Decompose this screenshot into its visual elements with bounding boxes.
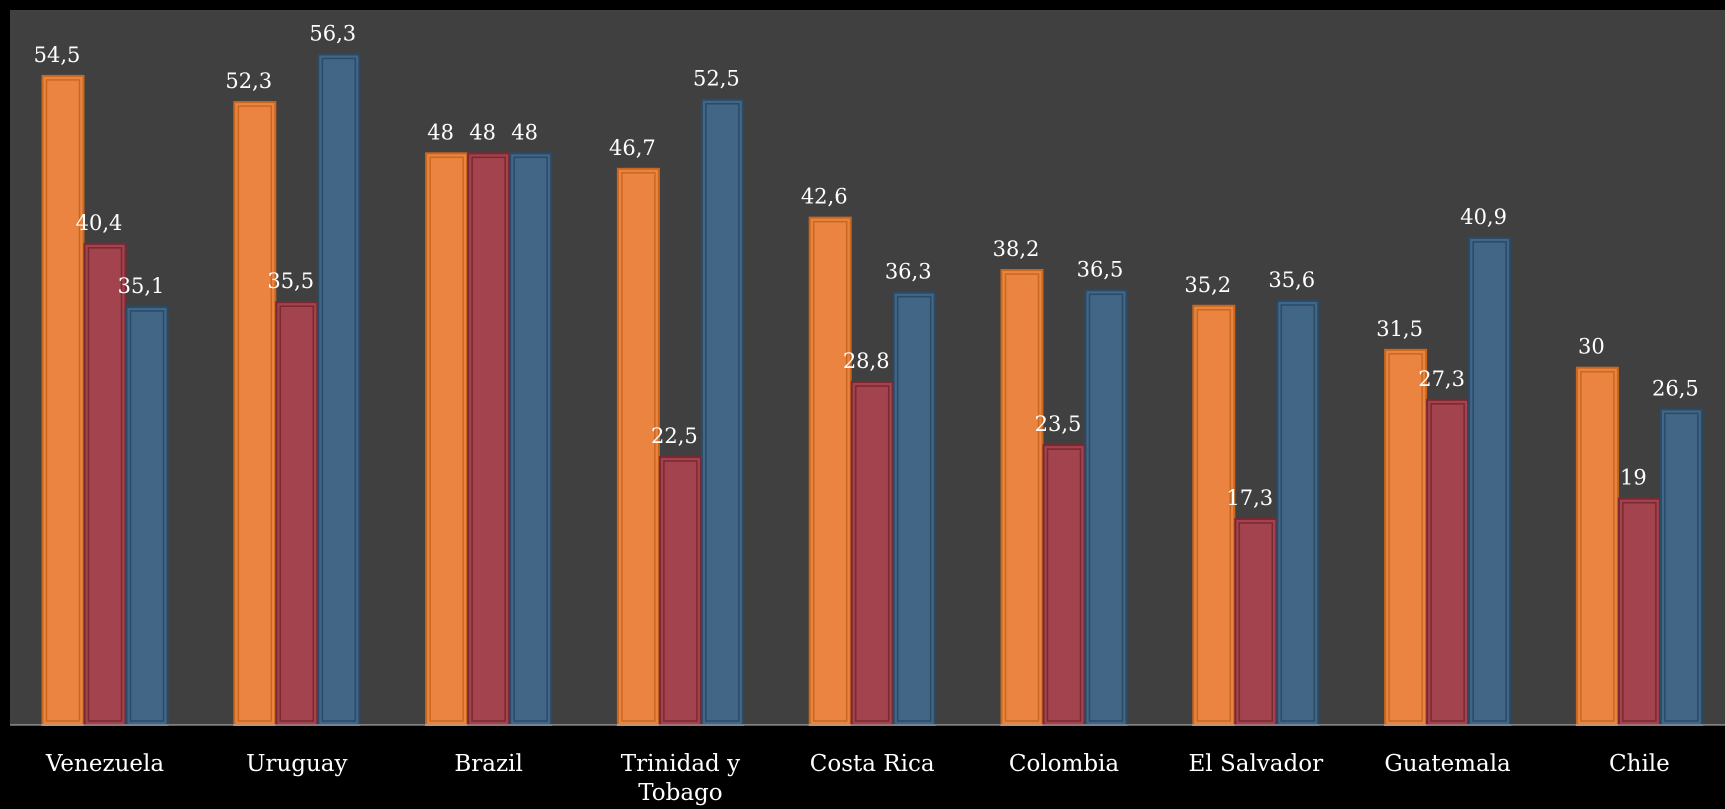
bar-inner-outline bbox=[237, 105, 273, 722]
bars-layer bbox=[41, 53, 1703, 727]
data-label-brazil-series-3: 48 bbox=[511, 120, 538, 144]
bar-inner-outline bbox=[896, 295, 932, 722]
bar-trinidad-y-tobago-series-1 bbox=[616, 167, 660, 727]
category-label-el-salvador: El Salvador bbox=[1189, 751, 1324, 777]
bar-colombia-series-1 bbox=[1000, 269, 1044, 726]
data-label-guatemala-series-2: 27,3 bbox=[1418, 367, 1465, 391]
data-label-uruguay-series-2: 35,5 bbox=[267, 269, 314, 293]
data-label-chile-series-3: 26,5 bbox=[1652, 376, 1699, 400]
bar-inner-outline bbox=[1088, 293, 1124, 722]
bar-colombia-series-2 bbox=[1042, 444, 1086, 726]
data-label-trinidad-y-tobago-series-1: 46,7 bbox=[609, 136, 656, 160]
data-label-costa-rica-series-3: 36,3 bbox=[885, 260, 932, 284]
bar-inner-outline bbox=[812, 220, 848, 722]
data-label-colombia-series-2: 23,5 bbox=[1035, 412, 1082, 436]
bar-inner-outline bbox=[1622, 501, 1657, 722]
bar-trinidad-y-tobago-series-3 bbox=[700, 98, 744, 727]
bar-inner-outline bbox=[1664, 412, 1699, 722]
bar-chile-series-3 bbox=[1659, 408, 1703, 726]
bar-inner-outline bbox=[1472, 241, 1507, 722]
bar-inner-outline bbox=[1238, 522, 1274, 722]
data-label-uruguay-series-1: 52,3 bbox=[225, 69, 272, 93]
bar-uruguay-series-1 bbox=[233, 101, 277, 727]
category-labels-layer: Venezuela Uruguay Brazil Trinidad y Tobago Co… bbox=[45, 751, 1670, 806]
bar-inner-outline bbox=[1046, 448, 1082, 722]
data-label-guatemala-series-3: 40,9 bbox=[1460, 205, 1507, 229]
bar-inner-outline bbox=[429, 156, 464, 722]
bar-costa-rica-series-1 bbox=[808, 216, 852, 726]
bar-brazil-series-2 bbox=[467, 152, 511, 726]
category-label-venezuela: Venezuela bbox=[45, 751, 164, 777]
data-label-costa-rica-series-1: 42,6 bbox=[801, 185, 848, 209]
data-label-el-salvador-series-2: 17,3 bbox=[1226, 486, 1273, 510]
category-label-brazil: Brazil bbox=[454, 751, 522, 777]
category-label-costa-rica: Costa Rica bbox=[810, 751, 935, 777]
bar-inner-outline bbox=[1430, 403, 1465, 722]
data-label-brazil-series-1: 48 bbox=[427, 120, 454, 144]
data-label-venezuela-series-3: 35,1 bbox=[118, 274, 165, 298]
bar-brazil-series-1 bbox=[425, 152, 469, 726]
category-label-colombia: Colombia bbox=[1009, 751, 1120, 777]
bar-inner-outline bbox=[1004, 273, 1040, 722]
data-label-brazil-series-2: 48 bbox=[469, 120, 496, 144]
bar-uruguay-series-2 bbox=[275, 301, 319, 726]
bar-inner-outline bbox=[663, 460, 698, 722]
data-label-trinidad-y-tobago-series-3: 52,5 bbox=[693, 67, 740, 91]
category-label-guatemala: Guatemala bbox=[1384, 751, 1511, 777]
data-label-chile-series-1: 30 bbox=[1578, 335, 1605, 359]
category-label-trinidad-y-tobago: Trinidad y Tobago bbox=[621, 751, 740, 806]
data-label-guatemala-series-1: 31,5 bbox=[1376, 317, 1423, 341]
value-labels-layer: 54,5 40,4 35,1 52,3 35,5 56,3 48 48 48 46,7 22,5 52… bbox=[34, 21, 1699, 509]
bar-inner-outline bbox=[1196, 309, 1232, 722]
data-label-venezuela-series-1: 54,5 bbox=[34, 43, 81, 67]
bar-inner-outline bbox=[705, 102, 740, 722]
bar-brazil-series-3 bbox=[509, 152, 553, 726]
bar-colombia-series-3 bbox=[1084, 289, 1128, 726]
bar-inner-outline bbox=[1580, 370, 1615, 722]
bar-venezuela-series-1 bbox=[41, 74, 85, 726]
data-label-colombia-series-1: 38,2 bbox=[993, 237, 1040, 261]
bar-chile-series-2 bbox=[1617, 497, 1661, 726]
bar-trinidad-y-tobago-series-2 bbox=[658, 456, 702, 726]
bar-inner-outline bbox=[513, 156, 548, 722]
bar-venezuela-series-2 bbox=[83, 242, 127, 726]
data-label-trinidad-y-tobago-series-2: 22,5 bbox=[651, 424, 698, 448]
data-label-venezuela-series-2: 40,4 bbox=[76, 211, 123, 235]
data-label-el-salvador-series-1: 35,2 bbox=[1184, 273, 1231, 297]
bar-inner-outline bbox=[621, 172, 656, 722]
bar-venezuela-series-3 bbox=[125, 305, 169, 726]
data-label-costa-rica-series-2: 28,8 bbox=[843, 349, 890, 373]
bar-guatemala-series-1 bbox=[1384, 348, 1428, 726]
bar-inner-outline bbox=[1388, 353, 1423, 722]
category-label-uruguay: Uruguay bbox=[246, 751, 347, 777]
bar-inner-outline bbox=[87, 247, 123, 722]
data-label-chile-series-2: 19 bbox=[1620, 466, 1647, 490]
bar-el-salvador-series-2 bbox=[1234, 517, 1278, 726]
data-label-el-salvador-series-3: 35,6 bbox=[1268, 268, 1315, 292]
bar-costa-rica-series-2 bbox=[850, 380, 894, 726]
bar-inner-outline bbox=[129, 310, 165, 722]
bar-inner-outline bbox=[1280, 304, 1316, 722]
category-label-chile: Chile bbox=[1609, 751, 1670, 777]
bar-el-salvador-series-1 bbox=[1192, 304, 1236, 726]
bar-chile-series-1 bbox=[1575, 366, 1619, 726]
bar-guatemala-series-2 bbox=[1426, 398, 1470, 726]
bar-costa-rica-series-3 bbox=[892, 291, 936, 726]
bar-inner-outline bbox=[471, 156, 506, 722]
bar-inner-outline bbox=[321, 57, 357, 722]
bar-inner-outline bbox=[45, 79, 81, 722]
bar-inner-outline bbox=[854, 385, 890, 722]
bar-guatemala-series-3 bbox=[1468, 236, 1512, 726]
bar-el-salvador-series-3 bbox=[1276, 300, 1320, 726]
bar-uruguay-series-3 bbox=[317, 53, 361, 727]
data-label-uruguay-series-3: 56,3 bbox=[309, 21, 356, 45]
bar-inner-outline bbox=[279, 305, 315, 722]
data-label-colombia-series-3: 36,5 bbox=[1077, 257, 1124, 281]
